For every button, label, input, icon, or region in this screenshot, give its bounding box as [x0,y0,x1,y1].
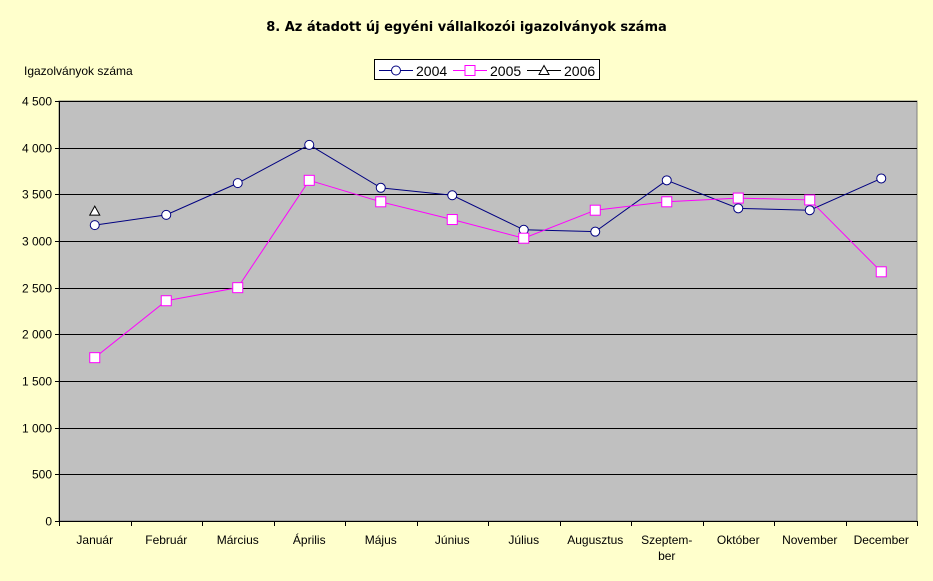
series-line [94,144,882,233]
series-layer [88,139,887,364]
y-axis-title: Igazolványok száma [24,64,133,78]
gridlines [59,101,917,475]
series-line [94,179,882,359]
point-square [375,196,387,208]
legend: 2004 2005 2006 [374,59,600,80]
legend-label: 2004 [416,63,447,79]
y-tick-label: 2 000 [22,328,52,342]
point-square [232,282,244,294]
point-square [875,266,887,278]
point-circle [804,205,815,216]
x-tick-label: Augusztus [567,533,623,547]
point-triangle [538,64,550,75]
x-tick-label: Április [293,532,326,547]
legend-label: 2005 [490,63,521,79]
y-axis-ticks: 0 500 1 000 1 500 2 000 2 500 3 000 3 500 4 000 4… [22,95,59,529]
point-square [464,65,476,76]
point-square [804,194,816,206]
x-tick-label: Június [435,533,470,547]
y-tick-label: 4 500 [22,95,52,109]
point-square [160,295,172,307]
x-tick-label: ber [658,549,675,563]
x-tick-label: Október [717,533,760,547]
legend-item-2004: 2004 [379,63,447,79]
y-tick-label: 1 500 [22,375,52,389]
legend-item-2006: 2006 [527,63,595,79]
y-tick-label: 3 000 [22,235,52,249]
series-2005 [89,174,887,364]
point-square [589,204,601,216]
point-circle [375,182,386,193]
plot-background [58,100,918,522]
point-circle [232,178,243,189]
point-circle [876,173,887,184]
series-2006 [88,205,101,216]
point-circle [590,226,601,237]
point-circle [391,65,401,76]
legend-label: 2006 [564,63,595,79]
x-tick-label: December [854,533,909,547]
x-axis-ticks: Január Február Március Április Május Június Jú… [59,521,918,563]
point-circle [661,175,672,186]
x-tick-label: November [782,533,837,547]
point-circle [447,190,458,201]
point-circle [304,139,315,150]
plot-area [58,100,918,522]
y-tick-label: 4 000 [22,142,52,156]
x-tick-label: Február [145,533,187,547]
x-tick-label: Március [217,533,259,547]
y-tick-label: 1 000 [22,422,52,436]
y-tick-label: 3 500 [22,188,52,202]
point-circle [161,209,172,220]
x-tick-label: Május [365,533,397,547]
x-tick-label: Január [76,533,113,547]
point-square [446,214,458,226]
y-tick-label: 0 [45,515,52,529]
chart-title: 8. Az átadott új egyéni vállalkozói igaz… [266,20,667,35]
x-tick-label: Szeptem- [641,533,692,547]
series-2004 [89,139,887,237]
point-circle [89,220,100,231]
point-circle [733,203,744,214]
legend-item-2005: 2005 [453,63,521,79]
y-tick-label: 500 [32,468,52,482]
point-square [89,352,101,364]
point-square [732,192,744,204]
point-triangle [88,205,101,216]
point-square [518,232,530,244]
x-tick-label: Július [508,533,539,547]
legend-graphic: 2004 2005 2006 [379,63,595,79]
y-tick-label: 2 500 [22,282,52,296]
point-square [661,196,673,208]
point-square [303,174,315,186]
